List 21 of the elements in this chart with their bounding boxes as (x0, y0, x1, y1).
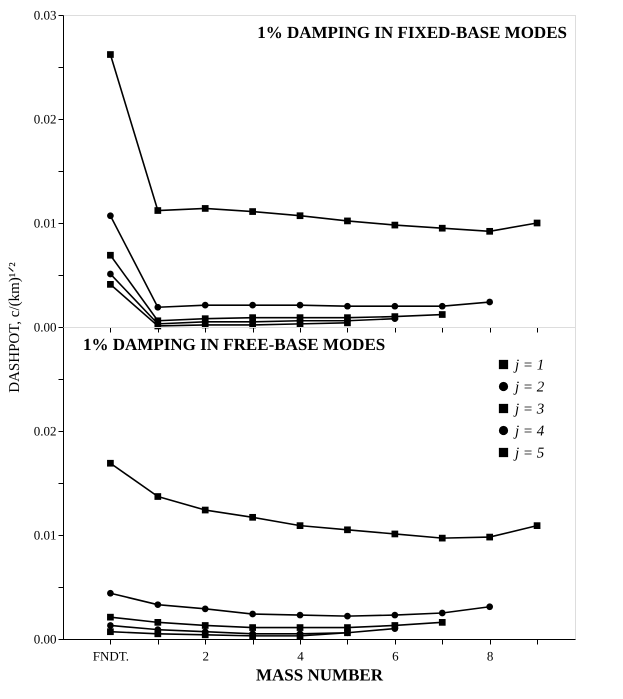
x-tick-label: 8 (486, 648, 494, 664)
legend-label: j = 5 (513, 446, 545, 462)
y-tick-label: 0.03 (34, 8, 56, 22)
x-tick-label: 4 (297, 648, 304, 664)
x-tick-label: 2 (202, 648, 209, 664)
y-axis-title: DASHPOT, c/(km)¹ᐟ² (6, 262, 23, 393)
y-tick-label: 0.01 (34, 216, 56, 230)
legend-label: j = 2 (513, 380, 545, 396)
x-tick-label: 6 (392, 648, 400, 664)
x-tick-label: FNDT. (92, 648, 130, 664)
y-tick-label: 0.00 (34, 320, 56, 334)
chart-title: 1% DAMPING IN FIXED-BASE MODES (257, 23, 567, 42)
y-tick-label: 0.01 (34, 528, 56, 542)
legend-label: j = 4 (513, 424, 545, 440)
legend-label: j = 3 (513, 402, 544, 418)
chart-title: 1% DAMPING IN FREE-BASE MODES (83, 335, 386, 354)
y-tick-label: 0.02 (34, 112, 56, 126)
x-axis-title: MASS NUMBER (256, 666, 384, 684)
legend-label: j = 1 (513, 358, 544, 374)
y-tick-label: 0.00 (34, 632, 56, 646)
y-tick-label: 0.02 (34, 424, 56, 438)
